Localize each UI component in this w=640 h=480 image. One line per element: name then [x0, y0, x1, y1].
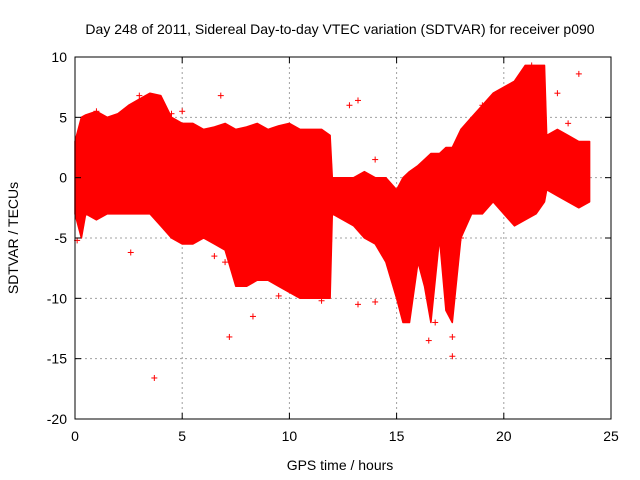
x-tick-label: 5: [178, 428, 186, 444]
data-point: [179, 108, 186, 115]
x-tick-label: 15: [389, 428, 405, 444]
x-axis-label: GPS time / hours: [287, 457, 394, 473]
data-point: [275, 292, 282, 299]
chart-title: Day 248 of 2011, Sidereal Day-to-day VTE…: [85, 21, 594, 37]
data-point: [93, 108, 100, 115]
data-point: [249, 313, 256, 320]
y-tick-label: -10: [47, 290, 67, 306]
data-point: [168, 110, 175, 117]
data-point: [554, 90, 561, 97]
data-point: [479, 102, 486, 109]
data-point: [346, 102, 353, 109]
data-point: [355, 97, 362, 104]
x-tick-label: 10: [282, 428, 298, 444]
data-point: [425, 337, 432, 344]
x-tick-label: 25: [603, 428, 619, 444]
data-point: [226, 333, 233, 340]
y-tick-label: -5: [55, 230, 68, 246]
data-point: [372, 298, 379, 305]
data-point: [76, 144, 83, 151]
data-point: [127, 249, 134, 256]
y-tick-label: -20: [47, 411, 67, 427]
data-point: [457, 235, 464, 241]
y-tick-label: 10: [51, 49, 67, 65]
data-point: [575, 70, 582, 77]
data-point: [222, 259, 229, 266]
data-point: [151, 374, 158, 381]
axis-ticks: 0 5 10 15 20 25 -20 -15 -10 -5 0 5 10: [47, 49, 619, 444]
data-point: [565, 120, 572, 127]
y-tick-label: -15: [47, 351, 67, 367]
data-point: [318, 297, 325, 304]
y-tick-label: 5: [59, 109, 67, 125]
x-tick-label: 20: [496, 428, 512, 444]
data-marks: [74, 62, 591, 381]
data-point: [432, 319, 439, 326]
y-axis-label: SDTVAR / TECUs: [5, 182, 21, 294]
data-point: [355, 301, 362, 308]
data-point: [449, 353, 456, 360]
y-tick-label: 0: [59, 170, 67, 186]
data-point: [211, 253, 218, 260]
data-point: [528, 62, 535, 69]
data-point: [449, 333, 456, 340]
data-point: [372, 156, 379, 163]
data-point: [217, 92, 224, 99]
x-tick-label: 0: [71, 428, 79, 444]
data-point: [136, 92, 143, 99]
